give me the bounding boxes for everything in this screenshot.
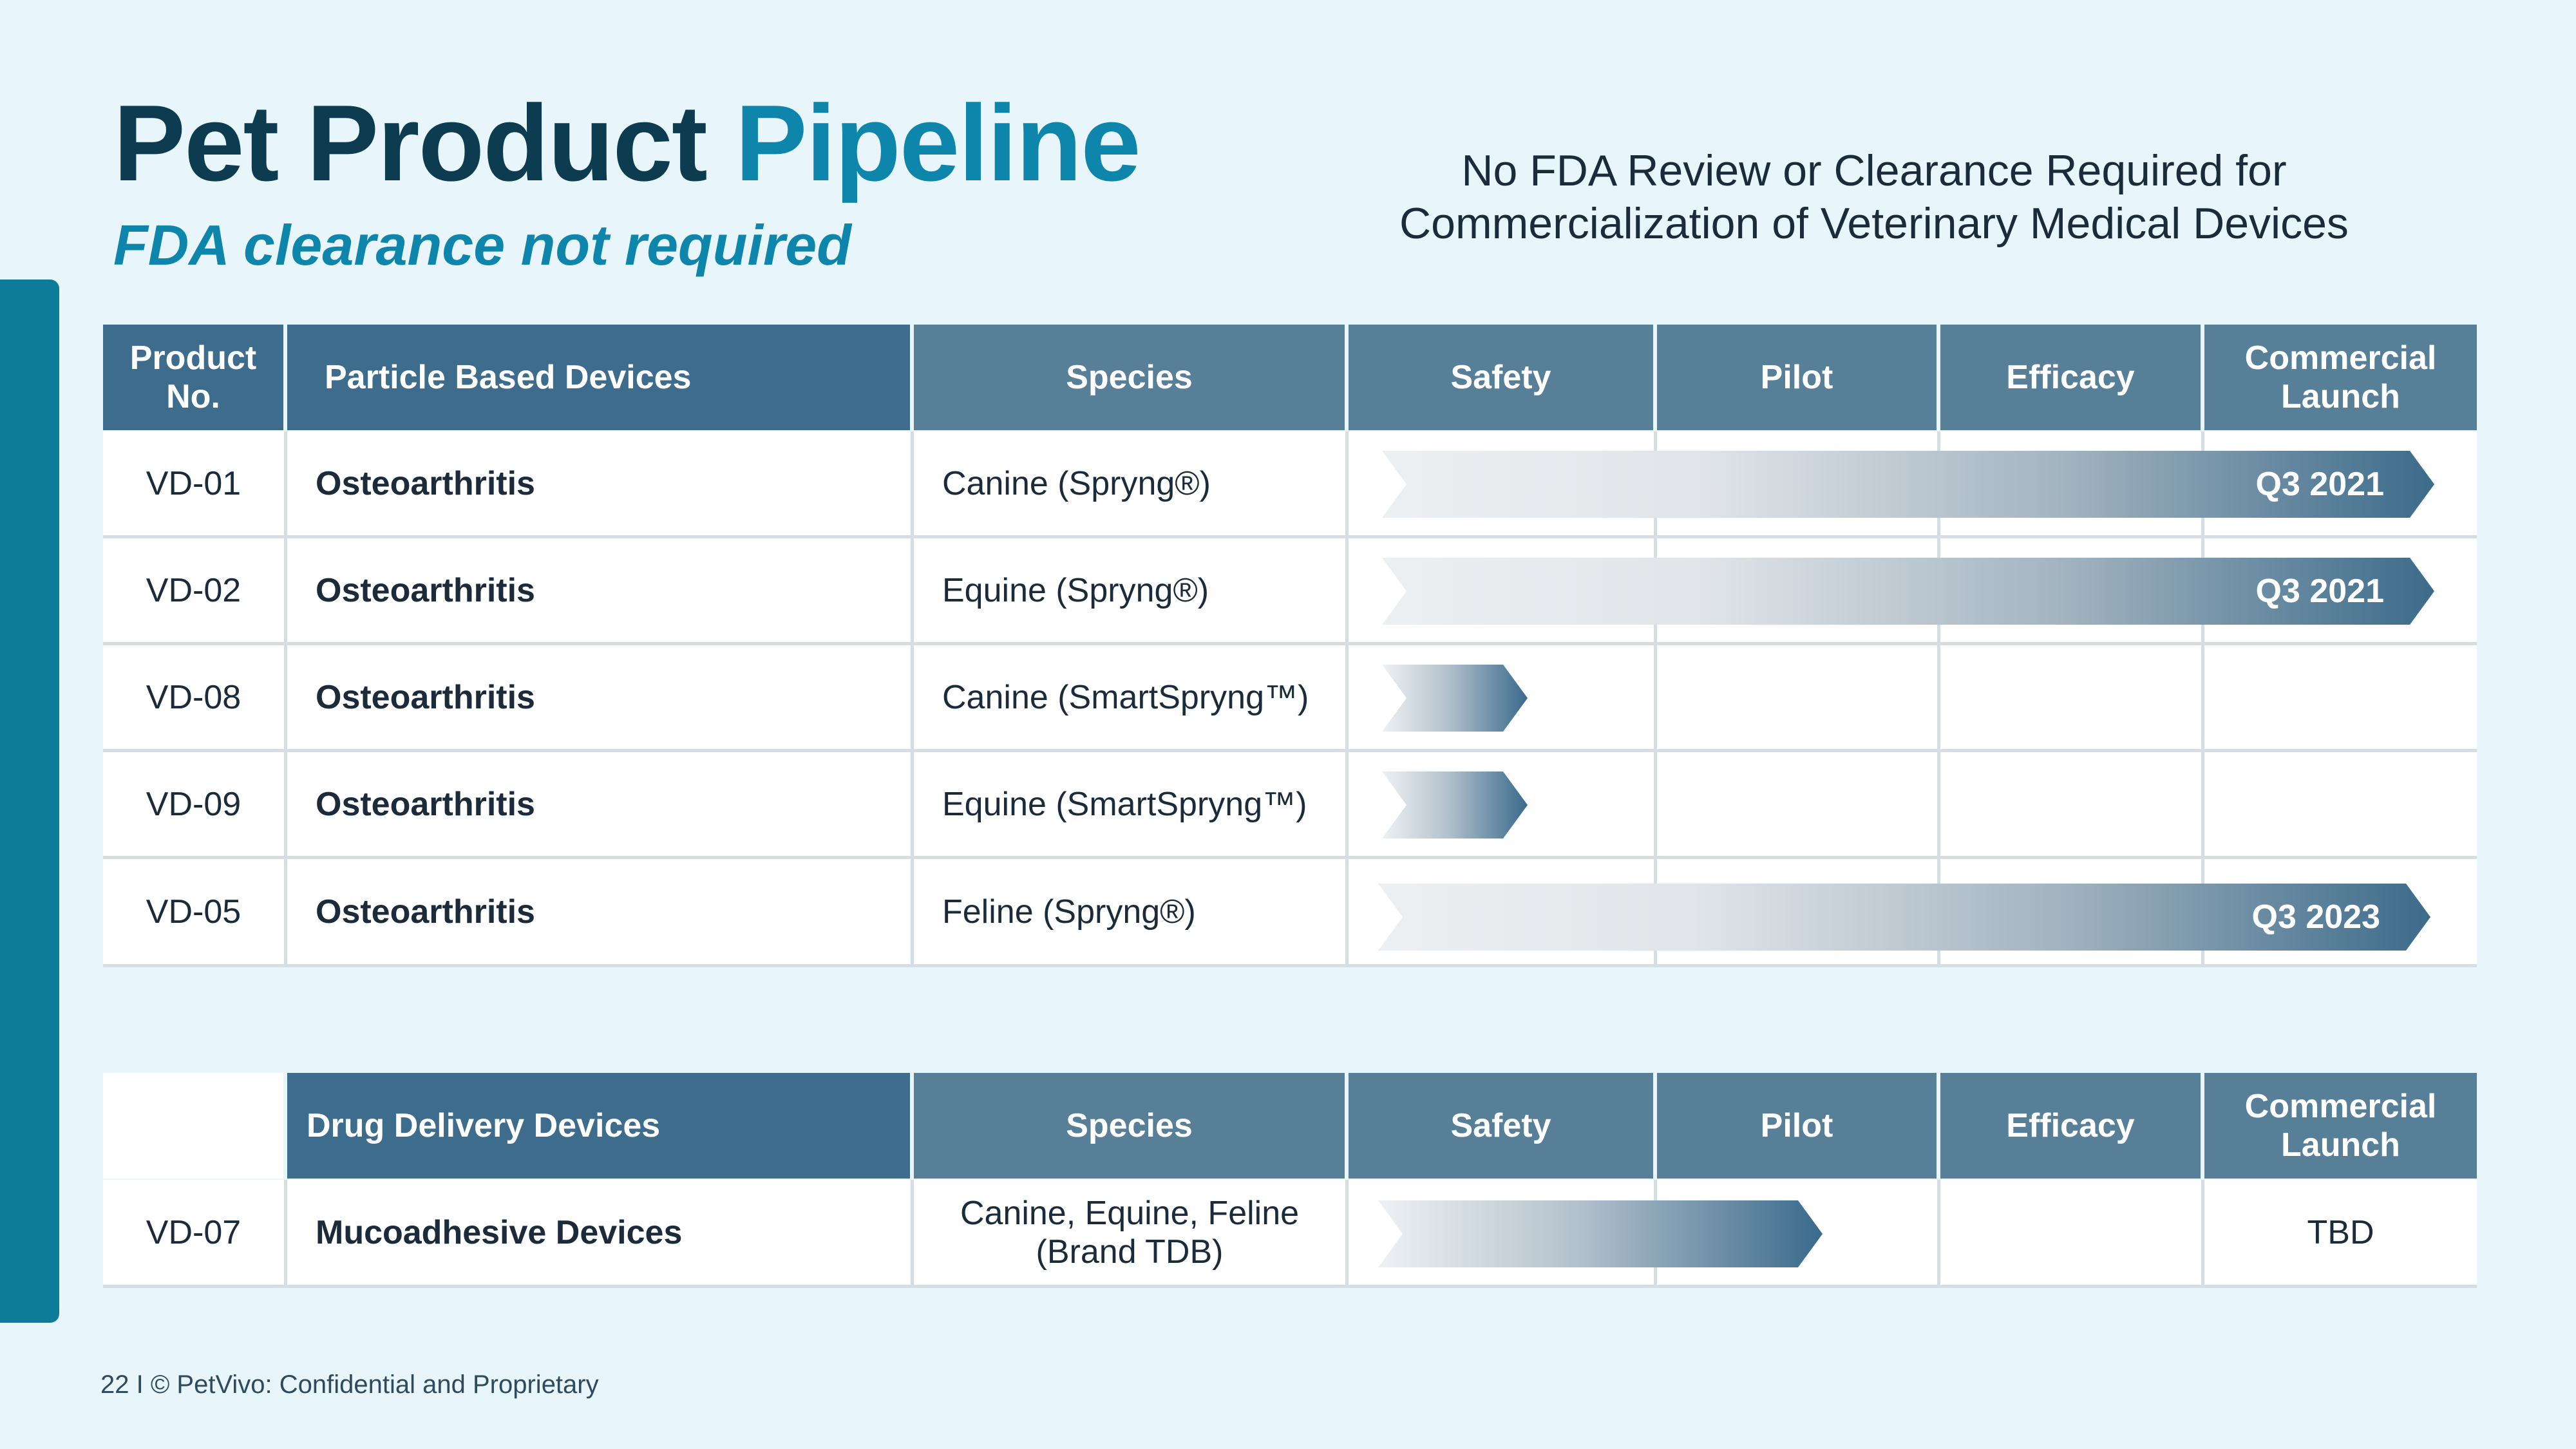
fda-note: No FDA Review or Clearance Required for … [1399, 146, 2349, 248]
header-efficacy: Efficacy [1940, 325, 2204, 430]
header-species: Species [914, 1073, 1349, 1179]
product-no: VD-07 [103, 1180, 287, 1285]
table-row: VD-01 Osteoarthritis Canine (Spryng®) Q3… [103, 431, 2477, 538]
species: Feline (Spryng®) [914, 859, 1349, 964]
launch-cell: TBD [2204, 1180, 2477, 1285]
header-commercial-launch: Commercial Launch [2204, 1073, 2477, 1179]
efficacy-cell [1940, 1180, 2204, 1285]
side-accent-bar [0, 279, 59, 1323]
progress-arrow: Q3 2021 [1382, 451, 2434, 518]
page-subtitle: FDA clearance not required [113, 213, 851, 277]
species: Equine (Spryng®) [914, 538, 1349, 642]
header-pilot: Pilot [1657, 325, 1940, 430]
indication: Osteoarthritis [287, 859, 914, 964]
species: Canine (SmartSpryng™) [914, 645, 1349, 749]
footer: 22 I © PetVivo: Confidential and Proprie… [100, 1370, 599, 1399]
header-pilot: Pilot [1657, 1073, 1940, 1179]
progress-arrow [1378, 1200, 1823, 1267]
table-row: VD-08 Osteoarthritis Canine (SmartSpryng… [103, 645, 2477, 752]
product-no: VD-01 [103, 431, 287, 535]
page-title: Pet Product Pipeline [113, 79, 1141, 209]
header-particle-devices: Particle Based Devices [287, 325, 914, 430]
header-safety: Safety [1349, 1073, 1657, 1179]
pilot-cell [1657, 752, 1940, 856]
indication: Osteoarthritis [287, 431, 914, 535]
indication: Mucoadhesive Devices [287, 1180, 914, 1285]
product-no: VD-08 [103, 645, 287, 749]
indication: Osteoarthritis [287, 752, 914, 856]
table-row: VD-09 Osteoarthritis Equine (SmartSpryng… [103, 752, 2477, 859]
header-species: Species [914, 325, 1349, 430]
title-main: Pet Product [113, 82, 708, 204]
progress-arrow: Q3 2023 [1378, 884, 2430, 951]
indication: Osteoarthritis [287, 538, 914, 642]
table-row: VD-02 Osteoarthritis Equine (Spryng®) Q3… [103, 538, 2477, 645]
header-product-no: Product No. [103, 325, 287, 430]
species: Canine (Spryng®) [914, 431, 1349, 535]
table-header-row: Drug Delivery Devices Species Safety Pil… [103, 1073, 2477, 1179]
header-commercial-launch: Commercial Launch [2204, 325, 2477, 430]
launch-cell [2204, 752, 2477, 856]
species: Canine, Equine, Feline (Brand TDB) [914, 1180, 1349, 1285]
table-header-row: Product No. Particle Based Devices Speci… [103, 325, 2477, 430]
efficacy-cell [1940, 752, 2204, 856]
title-accent: Pipeline [735, 82, 1141, 204]
table-row: VD-05 Osteoarthritis Feline (Spryng®) Q3… [103, 859, 2477, 967]
launch-cell [2204, 645, 2477, 749]
header-drug-delivery-devices: Drug Delivery Devices [287, 1073, 914, 1179]
launch-date: Q3 2021 [2255, 573, 2384, 610]
species: Equine (SmartSpryng™) [914, 752, 1349, 856]
header-safety: Safety [1349, 325, 1657, 430]
product-no: VD-02 [103, 538, 287, 642]
pilot-cell [1657, 645, 1940, 749]
header-efficacy: Efficacy [1940, 1073, 2204, 1179]
efficacy-cell [1940, 645, 2204, 749]
launch-date: Q3 2023 [2251, 898, 2380, 936]
indication: Osteoarthritis [287, 645, 914, 749]
product-no: VD-05 [103, 859, 287, 964]
launch-date: Q3 2021 [2255, 466, 2384, 503]
product-no: VD-09 [103, 752, 287, 856]
table-row: VD-07 Mucoadhesive Devices Canine, Equin… [103, 1180, 2477, 1288]
header-blank [103, 1073, 287, 1179]
progress-arrow: Q3 2021 [1382, 558, 2434, 625]
